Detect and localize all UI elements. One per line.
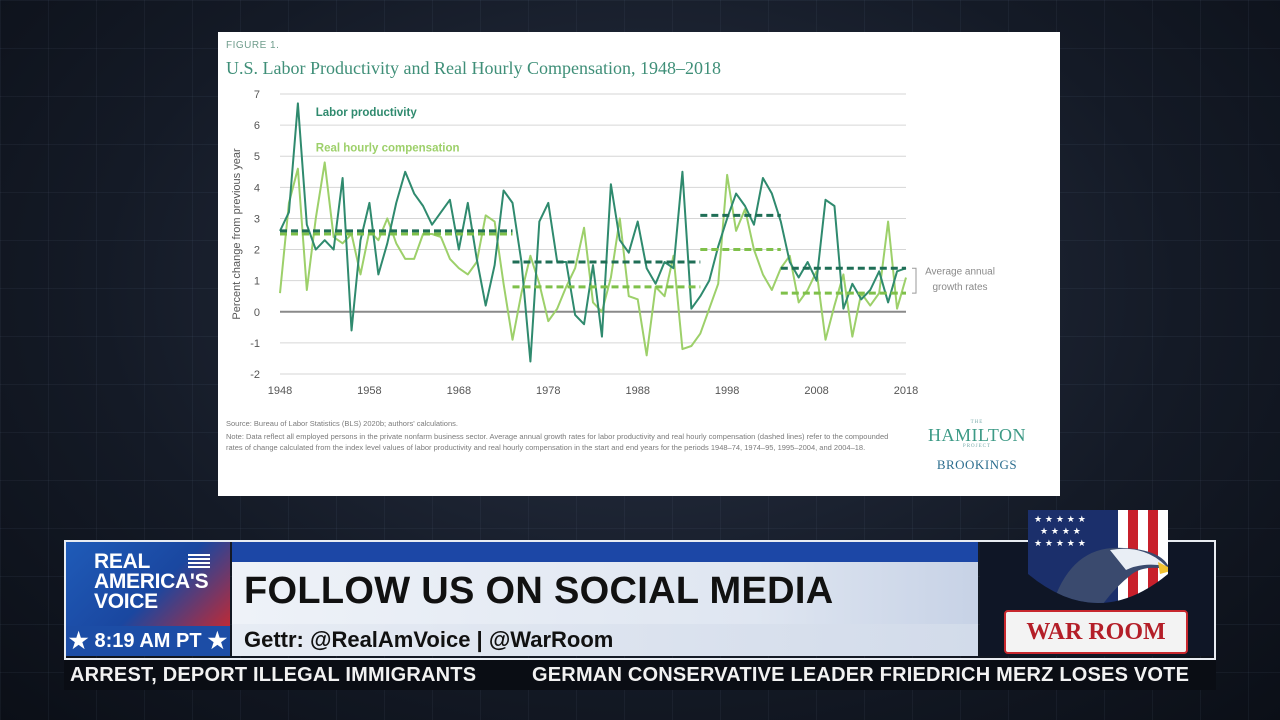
x-tick-label: 1948: [268, 385, 292, 397]
svg-text:★ ★ ★ ★ ★: ★ ★ ★ ★ ★: [1034, 515, 1086, 525]
chart-figure: FIGURE 1. U.S. Labor Productivity and Re…: [218, 32, 1060, 496]
annotation-bracket: [912, 267, 917, 294]
x-tick-label: 2018: [894, 385, 918, 397]
x-tick-label: 1958: [357, 385, 381, 397]
chart-title: U.S. Labor Productivity and Real Hourly …: [226, 58, 721, 78]
y-tick-label: 4: [254, 182, 260, 194]
y-tick-label: -2: [250, 369, 260, 381]
social-handles: Gettr: @RealAmVoice | @WarRoom: [244, 627, 614, 652]
news-ticker: ARREST, DEPORT ILLEGAL IMMIGRANTS GERMAN…: [64, 660, 1216, 690]
eagle-flag-icon: ★ ★ ★ ★ ★ ★ ★ ★ ★ ★ ★ ★ ★ ★: [1028, 510, 1168, 603]
source-note: Source: Bureau of Labor Statistics (BLS)…: [226, 418, 906, 455]
annotation-text: Average annual: [925, 266, 995, 277]
y-tick-label: 7: [254, 89, 260, 101]
time-display: ★ 8:19 AM PT ★: [66, 626, 230, 656]
productivity-series-line: [279, 102, 907, 363]
compensation-series-line: [279, 161, 907, 357]
headline-strip: [232, 542, 978, 562]
line-chart: 7 6 5 4 3 2 1 0 -1 -2 1948 1958 1968 1978 1988 1998 2008…: [231, 89, 995, 397]
y-tick-label: 3: [254, 213, 260, 225]
y-tick-label: 1: [254, 276, 260, 288]
source-text: Source: Bureau of Labor Statistics (BLS)…: [226, 419, 458, 428]
note-text: Note: Data reflect all employed persons …: [226, 432, 889, 452]
y-tick-label: 2: [254, 245, 260, 257]
annotation-text: growth rates: [932, 282, 987, 293]
x-tick-label: 1998: [715, 385, 739, 397]
social-handles-panel: Gettr: @RealAmVoice | @WarRoom: [232, 624, 978, 656]
figure-label: FIGURE 1.: [226, 40, 280, 51]
ticker-item: GERMAN CONSERVATIVE LEADER FRIEDRICH MER…: [532, 664, 1190, 686]
lower-third-frame: [64, 540, 1216, 660]
ticker-item: ARREST, DEPORT ILLEGAL IMMIGRANTS: [70, 664, 477, 686]
star-icon: ★: [207, 628, 228, 653]
x-tick-label: 1988: [625, 385, 649, 397]
hamilton-brookings-logo: THE HAMILTON PROJECT BROOKINGS: [927, 420, 1026, 472]
flag-icon: [188, 554, 210, 568]
time-text: 8:19 AM PT: [94, 629, 202, 652]
x-tick-label: 1968: [447, 385, 471, 397]
x-tick-label: 1978: [536, 385, 560, 397]
y-tick-label: 5: [254, 151, 260, 163]
headline-panel: FOLLOW US ON SOCIAL MEDIA: [232, 562, 978, 624]
x-tick-label: 2008: [804, 385, 828, 397]
legend-productivity: Labor productivity: [316, 107, 418, 119]
network-logo: REAL AMERICA'S VOICE: [66, 542, 230, 628]
legend-compensation: Real hourly compensation: [316, 143, 460, 155]
headline: FOLLOW US ON SOCIAL MEDIA: [244, 570, 834, 612]
y-tick-label: 0: [254, 307, 260, 319]
y-tick-label: -1: [250, 338, 260, 350]
y-axis-label: Percent change from previous year: [231, 148, 243, 320]
star-icon: ★: [68, 628, 89, 653]
svg-text:★ ★ ★ ★ ★: ★ ★ ★ ★ ★: [1034, 539, 1086, 549]
show-logo-text: WAR ROOM: [1004, 610, 1188, 654]
y-tick-label: 6: [254, 120, 260, 132]
svg-text:★ ★ ★ ★: ★ ★ ★ ★: [1040, 527, 1081, 537]
